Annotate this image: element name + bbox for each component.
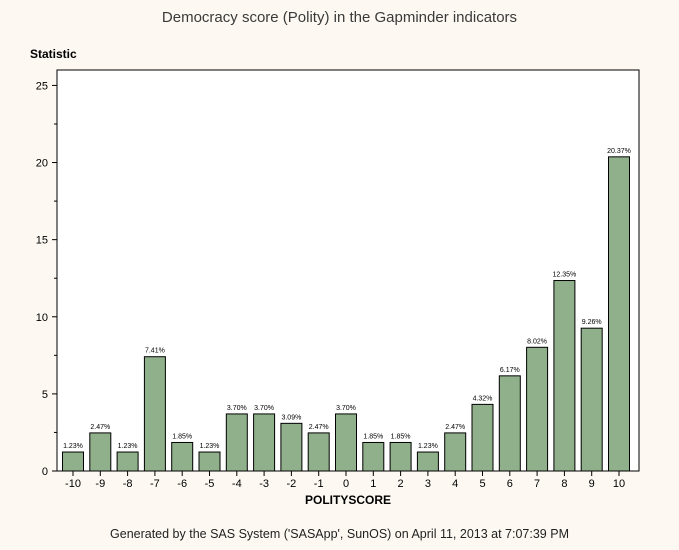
data-label: 1.85% xyxy=(391,433,411,440)
x-axis-title: POLITYSCORE xyxy=(305,493,391,507)
data-label: 6.17% xyxy=(500,367,520,374)
data-label: 1.23% xyxy=(118,443,138,450)
bar xyxy=(608,156,630,472)
data-label: 12.35% xyxy=(553,272,577,279)
data-label: 2.47% xyxy=(445,424,465,431)
x-tick-label: -8 xyxy=(123,478,133,490)
x-tick-label: -6 xyxy=(177,478,187,490)
x-tick-label: -9 xyxy=(95,478,105,490)
y-tick-label: 15 xyxy=(36,235,48,247)
data-label: 20.37% xyxy=(607,148,631,155)
bar xyxy=(580,327,603,472)
bar xyxy=(253,413,276,472)
bar xyxy=(62,451,84,472)
data-label: 1.23% xyxy=(418,443,438,450)
y-tick-label: 25 xyxy=(36,80,48,92)
x-tick-label: -2 xyxy=(287,478,297,490)
bar xyxy=(280,422,303,472)
x-tick-label: -10 xyxy=(65,478,81,490)
x-tick-label: -1 xyxy=(314,478,324,490)
bar xyxy=(307,432,330,472)
bar xyxy=(89,432,112,472)
data-label: 1.85% xyxy=(363,433,383,440)
x-tick-label: 6 xyxy=(507,478,513,490)
x-tick-label: 2 xyxy=(398,478,404,490)
data-label: 1.23% xyxy=(63,443,83,450)
bar xyxy=(171,441,194,472)
y-tick-label: 20 xyxy=(36,158,48,170)
data-label: 3.70% xyxy=(254,405,274,412)
bar xyxy=(198,451,221,472)
data-label: 2.47% xyxy=(309,424,329,431)
x-tick-label: 8 xyxy=(561,478,567,490)
x-tick-label: -7 xyxy=(150,478,160,490)
bar xyxy=(471,403,494,472)
bar xyxy=(416,451,439,472)
footer-note: Generated by the SAS System ('SASApp', S… xyxy=(110,527,569,541)
x-tick-label: 5 xyxy=(479,478,485,490)
x-tick-label: -5 xyxy=(205,478,215,490)
data-label: 2.47% xyxy=(90,424,110,431)
data-label: 8.02% xyxy=(527,338,547,345)
data-label: 4.32% xyxy=(473,395,493,402)
bar xyxy=(335,413,357,472)
bar xyxy=(498,375,521,472)
y-tick-label: 10 xyxy=(36,312,48,324)
bar xyxy=(553,280,576,472)
data-label: 9.26% xyxy=(582,319,602,326)
data-label: 1.85% xyxy=(172,433,192,440)
bar xyxy=(526,346,549,472)
x-tick-label: 7 xyxy=(534,478,540,490)
x-tick-label: 0 xyxy=(343,478,349,490)
x-tick-label: -3 xyxy=(259,478,269,490)
bar xyxy=(362,441,385,472)
data-label: 3.70% xyxy=(336,405,356,412)
chart-title: Democracy score (Polity) in the Gapminde… xyxy=(161,9,518,26)
y-axis-label: Statistic xyxy=(30,47,77,61)
y-tick-label: 0 xyxy=(42,466,48,478)
x-tick-label: 9 xyxy=(589,478,595,490)
x-tick-label: 4 xyxy=(452,478,458,490)
data-label: 3.09% xyxy=(281,414,301,421)
x-tick-label: -4 xyxy=(232,478,242,490)
bar xyxy=(389,441,412,472)
bar-chart: 05101520251.23%-102.47%-91.23%-87.41%-71… xyxy=(36,69,640,507)
y-tick-label: 5 xyxy=(42,389,48,401)
bar xyxy=(444,432,467,472)
data-label: 7.41% xyxy=(145,348,165,355)
x-tick-label: 1 xyxy=(370,478,376,490)
x-tick-label: 10 xyxy=(613,478,625,490)
data-label: 1.23% xyxy=(200,443,220,450)
data-label: 3.70% xyxy=(227,405,247,412)
bar xyxy=(143,356,166,472)
bar xyxy=(225,413,248,472)
x-tick-label: 3 xyxy=(425,478,431,490)
bar xyxy=(116,451,139,472)
